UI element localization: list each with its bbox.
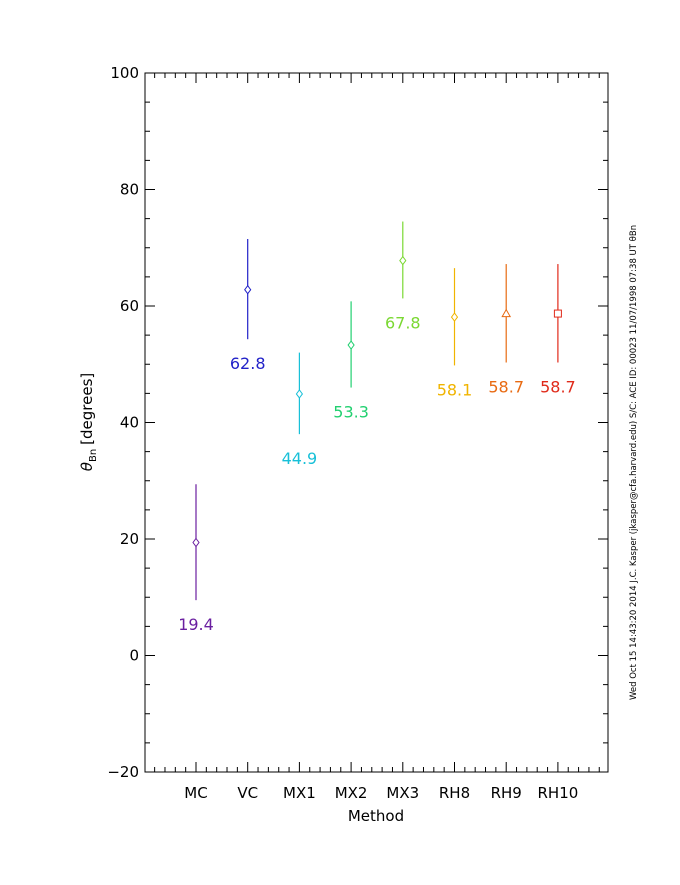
series: 19.4 62.8 44.9 53.3 67.8 58.1 58.7 58.7 xyxy=(178,221,576,634)
x-axis-title: Method xyxy=(348,807,404,825)
data-label: 44.9 xyxy=(282,449,318,468)
plot-frame xyxy=(144,72,609,773)
data-label: 67.8 xyxy=(385,313,421,332)
y-axis-title-subscript: Bn xyxy=(88,449,99,462)
x-tick-label: MX3 xyxy=(386,784,419,802)
y-tick-label: 100 xyxy=(110,64,139,82)
y-axis-title: θBn [degrees] xyxy=(78,373,99,471)
x-tick-label: RH9 xyxy=(491,784,522,802)
data-point-square xyxy=(553,309,562,318)
x-tick-label: VC xyxy=(237,784,258,802)
data-point-diamond xyxy=(399,255,407,266)
x-tick-label: MX1 xyxy=(283,784,316,802)
data-label: 19.4 xyxy=(178,615,214,634)
x-tick-label: MX2 xyxy=(335,784,368,802)
data-label: 53.3 xyxy=(333,403,369,422)
y-tick-label: −20 xyxy=(107,763,139,781)
y-axis: −20 0 20 40 60 80 100 xyxy=(107,64,608,781)
x-axis: MC VC MX1 MX2 MX3 RH8 RH9 RH10 xyxy=(154,73,600,802)
y-tick-label: 20 xyxy=(120,530,139,548)
data-point-diamond xyxy=(347,340,355,350)
data-point-diamond xyxy=(450,312,459,322)
x-tick-label: MC xyxy=(184,784,207,802)
y-tick-label: 80 xyxy=(120,181,139,199)
data-label: 62.8 xyxy=(230,354,266,373)
data-label: 58.1 xyxy=(437,380,473,399)
data-label: 58.7 xyxy=(540,378,576,397)
x-tick-label: RH10 xyxy=(538,784,579,802)
y-axis-title-unit: [degrees] xyxy=(78,373,96,445)
data-point-diamond xyxy=(244,284,252,295)
x-tick-label: RH8 xyxy=(439,784,470,802)
data-label: 58.7 xyxy=(488,378,524,397)
side-note: Wed Oct 15 14:43:20 2014 J.C. Kasper (jk… xyxy=(629,225,639,700)
data-point-diamond xyxy=(295,389,304,399)
y-axis-title-symbol: θ xyxy=(78,462,96,471)
y-tick-label: 40 xyxy=(120,414,139,432)
data-point-diamond xyxy=(192,537,200,548)
y-tick-label: 0 xyxy=(129,647,139,665)
data-point-triangle xyxy=(501,308,512,318)
y-tick-label: 60 xyxy=(120,297,139,315)
